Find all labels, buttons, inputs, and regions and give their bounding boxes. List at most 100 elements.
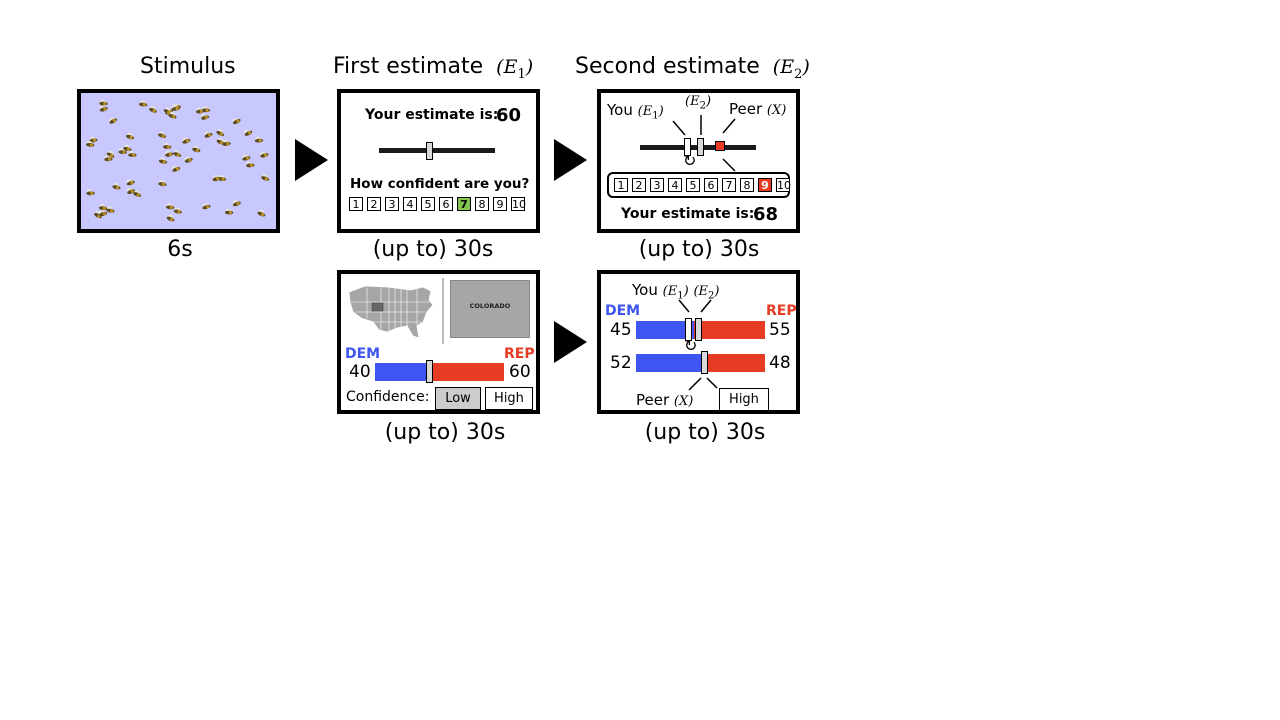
bee-icon	[158, 157, 168, 164]
confidence-option[interactable]: 4	[403, 197, 417, 211]
peer-label: Peer (X)	[729, 100, 787, 118]
rep-bar-you	[694, 321, 765, 339]
confidence-question: How confident are you?	[350, 176, 530, 192]
confidence-option[interactable]: 5	[421, 197, 435, 211]
bee-icon	[128, 150, 137, 158]
bee-icon	[112, 182, 121, 190]
confidence-label: Confidence:	[346, 389, 430, 405]
confidence-option[interactable]: 3	[650, 178, 664, 192]
bee-icon	[166, 203, 175, 210]
rep-label: REP	[766, 303, 797, 319]
low-confidence-button[interactable]: Low	[435, 387, 481, 410]
arrow-icon	[554, 139, 587, 181]
confidence-option[interactable]: 9	[758, 178, 772, 192]
confidence-option[interactable]: 8	[740, 178, 754, 192]
second-estimate-header: Second estimate (E2)	[575, 54, 810, 82]
second-estimate-duration: (up to) 30s	[638, 237, 760, 262]
stimulus-header: Stimulus	[140, 54, 236, 79]
bee-icon	[244, 129, 253, 136]
revise-arrow-icon: ↻	[684, 336, 698, 355]
bee-icon	[126, 187, 136, 194]
first-estimate-symbol: (E1)	[490, 56, 534, 82]
state-label: COLORADO	[469, 302, 511, 310]
bee-icon	[201, 113, 210, 120]
bee-icon	[158, 179, 167, 187]
estimate-slider-handle[interactable]	[426, 142, 433, 160]
high-confidence-button[interactable]: High	[485, 387, 533, 410]
confidence-option[interactable]: 10	[511, 197, 526, 211]
peer-estimate-handle	[701, 351, 708, 374]
bee-icon	[149, 105, 157, 113]
bee-icon	[216, 137, 225, 145]
confidence-option[interactable]: 2	[632, 178, 646, 192]
confidence-option[interactable]: 6	[704, 178, 718, 192]
peer-confidence-badge: High	[719, 388, 769, 410]
confidence-option[interactable]: 2	[367, 197, 381, 211]
confidence-option[interactable]: 5	[686, 178, 700, 192]
confidence-option[interactable]: 9	[493, 197, 507, 211]
dem-bar-you	[636, 321, 694, 339]
first-estimate-header-text: First estimate	[333, 54, 484, 79]
bee-icon	[254, 136, 264, 143]
bee-icon	[168, 111, 177, 119]
first-estimate-duration: (up to) 30s	[372, 237, 494, 262]
revise-arrow-icon: ↻	[683, 151, 697, 170]
first-estimate-handle	[684, 138, 691, 156]
second-estimate-header-text: Second estimate	[575, 54, 760, 79]
bee-icon	[173, 150, 182, 157]
estimate-slider-handle[interactable]	[697, 138, 704, 156]
bee-icon	[242, 154, 251, 161]
bee-icon	[104, 155, 113, 162]
bee-icon	[260, 151, 269, 158]
confidence-option[interactable]: 8	[475, 197, 489, 211]
dem-bar-peer	[636, 354, 703, 372]
bee-icon	[171, 104, 181, 111]
bee-icon	[224, 208, 234, 215]
vote-share-slider-handle[interactable]	[426, 360, 433, 383]
dem-value-peer: 52	[610, 353, 632, 373]
confidence-option[interactable]: 6	[439, 197, 453, 211]
stimulus-panel	[77, 89, 280, 233]
confidence-option[interactable]: 1	[349, 197, 363, 211]
bee-icon	[123, 144, 132, 152]
bee-icon	[195, 107, 205, 114]
bee-icon	[202, 203, 211, 210]
vote-share-slider-handle[interactable]	[695, 318, 702, 341]
bee-icon	[126, 179, 135, 186]
bee-icon	[163, 142, 172, 149]
estimate-value: 60	[496, 105, 522, 126]
confidence-option[interactable]: 7	[457, 197, 471, 211]
confidence-option[interactable]: 4	[668, 178, 682, 192]
arrow-icon	[554, 321, 587, 363]
arrow-icon	[295, 139, 328, 181]
peer-confidence-scale: 1 2 3 4 5 6 7 8 9 10	[614, 178, 791, 193]
bee-icon	[99, 210, 108, 217]
you-label: You (E1)	[607, 101, 664, 122]
bee-icon	[166, 214, 175, 222]
bee-icon	[133, 190, 142, 197]
second-estimate-panel: You (E1) (E2) Peer (X) ↻ 1 2 3 4 5 6 7 8 9 10 You…	[597, 89, 800, 233]
bee-icon	[232, 118, 241, 125]
bee-icon	[212, 175, 221, 182]
bee-icon	[184, 156, 193, 163]
estimate-slider-track[interactable]	[379, 148, 495, 153]
pointer-lines	[678, 299, 718, 391]
bee-icon	[173, 207, 182, 214]
you-label: You (E1) (E2)	[632, 281, 720, 302]
confidence-option[interactable]: 3	[385, 197, 399, 211]
confidence-option[interactable]: 7	[722, 178, 736, 192]
bee-icon	[172, 165, 181, 172]
rep-value: 60	[509, 362, 531, 382]
dem-value: 40	[349, 362, 371, 382]
bee-icon	[86, 140, 95, 147]
peer-label: Peer (X)	[636, 391, 694, 409]
bee-icon	[138, 100, 148, 107]
bee-icon	[106, 206, 115, 213]
bee-icon	[246, 161, 255, 168]
bee-icon	[192, 145, 201, 153]
political-second-duration: (up to) 30s	[644, 420, 766, 445]
pointer-lines	[672, 115, 736, 172]
rep-label: REP	[504, 346, 535, 362]
confidence-option[interactable]: 10	[776, 178, 791, 192]
confidence-option[interactable]: 1	[614, 178, 628, 192]
